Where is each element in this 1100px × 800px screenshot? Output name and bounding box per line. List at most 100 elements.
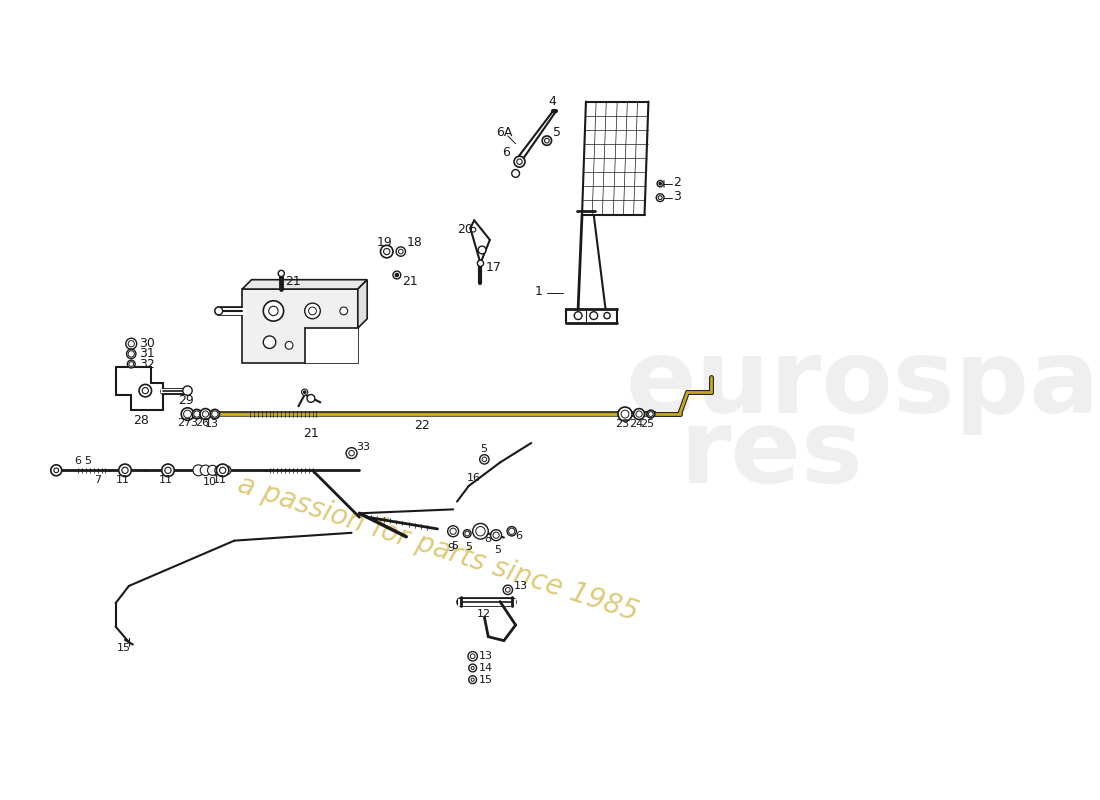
Text: 20: 20 [456,223,473,236]
Text: eurospa: eurospa [625,334,1099,435]
Text: 15: 15 [118,643,131,654]
Circle shape [574,312,582,319]
Text: 15: 15 [478,674,493,685]
Text: 27: 27 [177,418,191,428]
Circle shape [349,450,354,456]
Circle shape [51,465,62,476]
Circle shape [648,412,653,417]
Circle shape [463,530,471,538]
Text: 14: 14 [478,663,493,673]
Circle shape [657,181,663,186]
Text: 1: 1 [536,285,543,298]
Text: 6: 6 [74,456,81,466]
Circle shape [396,247,406,256]
Text: 17: 17 [486,261,502,274]
Text: 21: 21 [304,427,319,440]
Circle shape [468,651,477,661]
Text: a passion for parts since 1985: a passion for parts since 1985 [233,470,641,626]
Circle shape [507,526,516,536]
Circle shape [222,466,231,475]
Text: 7: 7 [94,474,101,485]
Circle shape [393,271,400,279]
Circle shape [544,138,549,143]
Circle shape [192,465,204,476]
Circle shape [210,410,220,418]
Circle shape [480,454,490,464]
Circle shape [217,464,229,477]
Circle shape [54,468,58,473]
Circle shape [604,313,611,318]
Polygon shape [242,280,367,289]
Circle shape [657,194,664,202]
Circle shape [268,306,278,316]
Text: 5: 5 [451,541,458,551]
Text: 12: 12 [476,609,491,619]
Circle shape [448,526,459,537]
Circle shape [506,587,510,592]
Circle shape [122,467,128,474]
Text: 29: 29 [178,394,194,406]
Circle shape [309,307,317,315]
Circle shape [211,411,218,417]
Text: 4: 4 [549,95,557,108]
Circle shape [473,523,488,539]
Text: 21: 21 [285,274,301,288]
Text: 21: 21 [403,274,418,288]
Circle shape [482,457,486,462]
Text: 32: 32 [139,358,155,370]
Text: 5: 5 [465,542,472,552]
Text: 25: 25 [640,419,654,430]
Text: 13: 13 [205,419,219,430]
Circle shape [658,196,662,200]
Circle shape [165,467,172,474]
Circle shape [469,664,476,672]
Text: 6: 6 [503,146,510,159]
Circle shape [618,407,632,421]
Circle shape [126,350,136,358]
Circle shape [125,338,136,350]
Text: 5: 5 [553,126,561,139]
Text: 2: 2 [673,176,681,190]
Circle shape [476,526,485,536]
Circle shape [192,410,201,418]
Circle shape [119,464,131,477]
Circle shape [478,246,486,254]
Circle shape [621,410,629,418]
Text: res: res [680,404,864,505]
Text: 11: 11 [158,475,173,486]
Circle shape [471,678,474,682]
Text: 23: 23 [615,419,629,430]
Text: 30: 30 [139,338,155,350]
Text: 9: 9 [447,543,454,554]
Circle shape [647,410,654,418]
Circle shape [634,409,645,419]
Text: 24: 24 [629,419,644,430]
Text: 6A: 6A [496,126,513,138]
Circle shape [142,387,148,394]
Text: 3: 3 [673,190,681,203]
Circle shape [514,156,525,167]
Circle shape [220,467,225,474]
Circle shape [307,394,315,402]
Circle shape [278,270,285,277]
Circle shape [129,362,133,366]
Circle shape [398,250,403,254]
Circle shape [381,246,393,258]
Circle shape [182,408,194,420]
Circle shape [183,386,192,395]
Circle shape [384,249,389,254]
Circle shape [214,466,224,475]
Circle shape [340,307,348,315]
Circle shape [491,530,502,541]
Text: 33: 33 [356,442,371,452]
Circle shape [305,303,320,318]
Circle shape [659,182,661,185]
Circle shape [636,411,642,417]
Circle shape [128,341,134,347]
Circle shape [471,654,475,658]
Circle shape [493,532,499,538]
Circle shape [471,666,474,670]
Text: 19: 19 [376,236,393,249]
Circle shape [450,528,456,534]
Circle shape [128,360,135,368]
